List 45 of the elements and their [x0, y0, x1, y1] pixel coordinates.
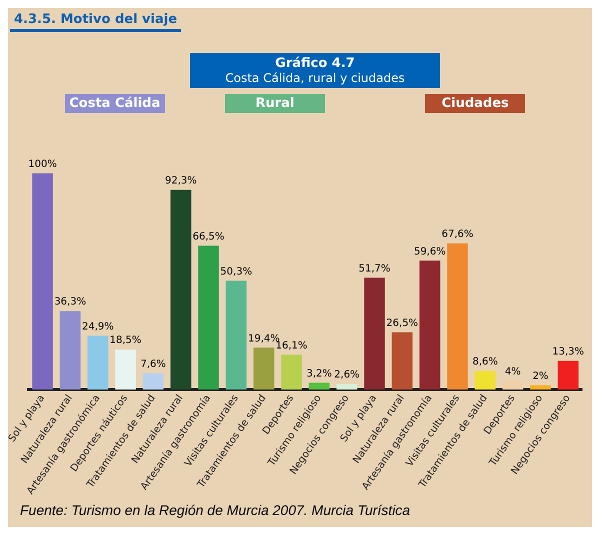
bar	[60, 311, 81, 390]
bar	[308, 382, 330, 390]
data-label: 67,6%	[442, 228, 474, 240]
bar	[392, 332, 413, 390]
data-label: 4%	[504, 366, 521, 378]
chart-subtitle: Costa Cálida, rural y ciudades	[224, 71, 406, 85]
data-label: 59,6%	[414, 246, 446, 258]
text: Costa Cálida	[64, 94, 165, 113]
bar	[364, 278, 385, 390]
data-label: 3,2%	[306, 368, 332, 380]
bar	[447, 243, 468, 390]
data-label: 26,5%	[386, 318, 418, 329]
text: Ciudades	[425, 94, 526, 113]
data-label: 2%	[532, 370, 548, 382]
text: 4.3.5. Motivo del viaje	[10, 10, 182, 32]
data-label: 100%	[28, 158, 57, 170]
data-label: 50,3%	[220, 266, 252, 278]
bar	[253, 348, 274, 390]
data-label: 24,9%	[82, 321, 114, 332]
data-label: 8,6%	[472, 356, 498, 368]
data-label: 51,7%	[358, 263, 390, 274]
bar	[88, 336, 108, 390]
bar	[281, 354, 302, 390]
data-label: 13,3%	[552, 346, 584, 358]
data-label: 66,5%	[192, 231, 224, 242]
text: Rural	[224, 94, 325, 113]
bar	[419, 260, 440, 390]
data-label: 36,3%	[54, 296, 86, 308]
data-label: 18,5%	[110, 335, 142, 346]
bar	[336, 384, 358, 390]
bar	[558, 360, 579, 390]
bar	[226, 280, 247, 390]
data-label: 2,6%	[334, 370, 360, 381]
source-note: Fuente: Turismo en la Región de Murcia 2007. Murcia Turística	[20, 502, 410, 518]
chart-title: Gráfico 4.7	[274, 56, 356, 71]
data-label: 92,3%	[164, 176, 197, 187]
bar	[198, 246, 219, 390]
bar	[502, 380, 524, 390]
bar	[115, 350, 136, 390]
bar	[142, 373, 164, 390]
bar	[474, 371, 496, 390]
data-label: 7,6%	[140, 358, 166, 370]
bar	[530, 385, 551, 390]
bar	[170, 190, 192, 390]
bar	[32, 173, 53, 390]
